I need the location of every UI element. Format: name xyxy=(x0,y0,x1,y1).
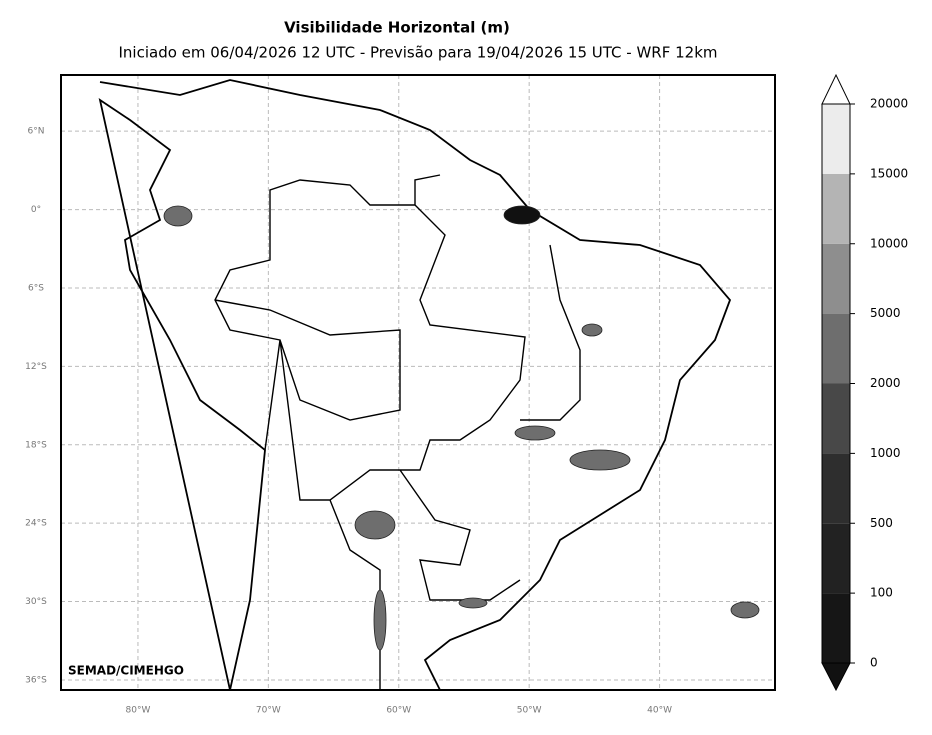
lon-tick-label: 40°W xyxy=(647,706,672,716)
colorbar-band xyxy=(822,104,850,174)
lat-tick-label: 24°S xyxy=(25,519,47,529)
colorbar-tick-label: 500 xyxy=(870,516,893,530)
lat-tick-label: 30°S xyxy=(25,597,47,607)
subtitle: Iniciado em 06/04/2026 12 UTC - Previsão… xyxy=(118,44,717,62)
colorbar-band xyxy=(822,313,850,384)
lat-tick-label: 18°S xyxy=(25,440,47,450)
colorbar-band xyxy=(822,523,850,594)
colorbar-band xyxy=(822,383,850,454)
grid xyxy=(61,75,775,690)
lon-tick-label: 60°W xyxy=(386,706,411,716)
colorbar: 0 100 500 1000 2000 5000 10000 15000 20000 xyxy=(821,73,908,692)
lon-tick-label: 80°W xyxy=(126,706,151,716)
lat-tick-label: 6°S xyxy=(28,283,44,293)
colorbar-tick-label: 2000 xyxy=(870,376,901,390)
lon-tick-label: 70°W xyxy=(256,706,281,716)
country-borders xyxy=(214,174,581,690)
lat-tick-label: 6°N xyxy=(28,127,45,137)
lat-tick-label: 12°S xyxy=(25,362,47,372)
colorbar-tick-label: 20000 xyxy=(870,97,908,111)
colorbar-tick-label: 100 xyxy=(870,586,893,600)
land-borders xyxy=(98,79,732,691)
colorbar-band xyxy=(822,593,850,663)
colorbar-tick-label: 10000 xyxy=(870,236,908,250)
colorbar-band xyxy=(822,453,850,524)
colorbar-extend-low xyxy=(821,662,851,692)
title: Visibilidade Horizontal (m) xyxy=(284,19,510,37)
colorbar-extend-high xyxy=(821,73,851,105)
colorbar-tick-label: 0 xyxy=(870,656,878,670)
colorbar-band xyxy=(822,243,850,314)
colorbar-band xyxy=(822,173,850,244)
colorbar-tick-label: 5000 xyxy=(870,306,901,320)
map-frame xyxy=(60,74,776,691)
coastline xyxy=(98,79,732,691)
fog-contours xyxy=(163,205,760,651)
colorbar-tick-label: 1000 xyxy=(870,446,901,460)
credit: SEMAD/CIMEHGO xyxy=(68,664,184,678)
lon-tick-label: 50°W xyxy=(517,706,542,716)
lat-tick-label: 0° xyxy=(31,205,41,215)
lat-tick-label: 36°S xyxy=(25,675,47,685)
colorbar-tick-label: 15000 xyxy=(870,166,908,180)
